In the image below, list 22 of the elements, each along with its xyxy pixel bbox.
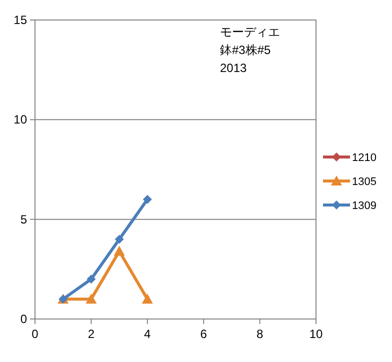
legend-label: 1305 [352, 176, 376, 188]
point [142, 194, 152, 204]
y-tick-label: 5 [20, 212, 28, 226]
annotation: モーディエ [220, 25, 280, 39]
x-tick-label: 4 [144, 327, 152, 341]
x-tick-label: 8 [256, 327, 264, 341]
point [86, 274, 96, 284]
annotation: 2013 [220, 61, 248, 75]
y-tick-label: 10 [14, 112, 28, 127]
legend-label: 1309 [352, 200, 376, 212]
annotation: 鉢#3株#5 [220, 43, 272, 57]
x-tick-label: 2 [88, 327, 95, 341]
y-tick-label: 0 [20, 312, 28, 326]
x-tick-label: 6 [200, 327, 208, 341]
point [142, 294, 153, 304]
legend-label: 1210 [352, 152, 376, 164]
point [114, 234, 124, 244]
point [86, 294, 97, 304]
y-tick-label: 15 [14, 13, 28, 27]
x-tick-label: 0 [32, 327, 39, 341]
point [114, 246, 125, 256]
x-tick-label: 10 [309, 327, 323, 341]
